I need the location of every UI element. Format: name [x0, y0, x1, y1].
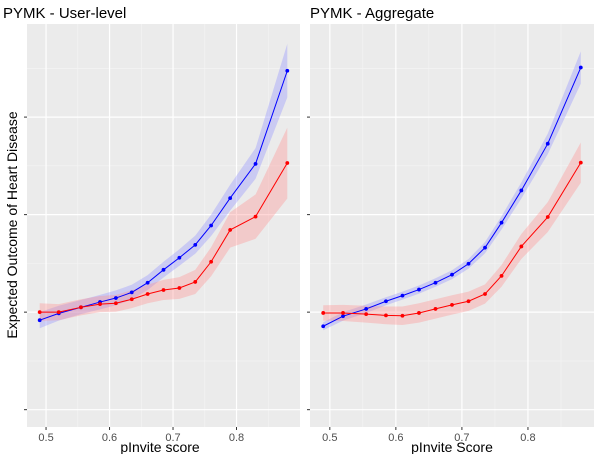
data-point	[209, 259, 214, 264]
data-point	[113, 296, 118, 300]
data-point	[450, 302, 454, 307]
data-point	[341, 314, 345, 319]
data-point	[321, 324, 326, 329]
data-point	[177, 286, 182, 290]
data-point	[433, 307, 438, 311]
panel-background	[310, 24, 594, 427]
series-line	[323, 162, 582, 317]
data-point	[177, 255, 182, 260]
x-axis-title: pInvite Score	[411, 439, 493, 454]
panel-user-level: 0.5 0.6 0.7 0.8 PYMK - User-level pInvite sco…	[3, 5, 300, 455]
data-point	[417, 287, 421, 292]
x-tick-label: 0.7	[165, 432, 180, 444]
data-point	[519, 244, 524, 249]
confidence-band	[323, 142, 581, 326]
x-axis-title: pInvite score	[120, 439, 200, 454]
data-point	[545, 215, 550, 219]
y-axis-title: Expected Outcome of Heart Disease	[4, 111, 20, 338]
data-point	[417, 311, 421, 315]
data-point	[364, 312, 369, 317]
data-point	[79, 305, 83, 310]
x-tick-label: 0.8	[229, 432, 244, 444]
data-point	[98, 302, 102, 306]
data-point	[193, 242, 198, 247]
data-point	[499, 220, 504, 225]
data-point	[253, 214, 258, 219]
data-point	[450, 272, 454, 277]
data-point	[253, 161, 258, 166]
data-point	[578, 160, 583, 165]
data-point	[384, 299, 388, 304]
data-point	[400, 313, 405, 318]
data-point	[113, 301, 118, 306]
data-point	[161, 288, 166, 292]
data-point	[37, 318, 42, 323]
data-point	[56, 310, 61, 315]
data-point	[364, 307, 369, 311]
data-point	[209, 223, 214, 228]
data-point	[129, 290, 134, 295]
data-point	[228, 196, 233, 200]
panel-title: PYMK - User-level	[3, 5, 126, 22]
data-point	[519, 188, 524, 193]
data-point	[384, 313, 388, 318]
panel-title: PYMK - Aggregate	[310, 5, 434, 22]
x-tick-label: 0.7	[454, 432, 469, 444]
data-point	[483, 245, 487, 250]
data-point	[545, 141, 550, 146]
panel-background	[27, 24, 300, 427]
data-point	[499, 273, 504, 278]
data-point	[145, 292, 150, 296]
x-tick-label: 0.6	[102, 432, 117, 444]
x-tick-label: 0.6	[388, 432, 403, 444]
data-point	[285, 68, 290, 73]
x-tick-label: 0.5	[38, 432, 53, 444]
series-line	[322, 67, 582, 327]
data-point	[466, 261, 471, 266]
data-point	[228, 228, 233, 232]
data-point	[161, 267, 166, 272]
x-tick-label: 0.8	[520, 432, 535, 444]
data-point	[341, 311, 345, 315]
panel-aggregate: 0.5 0.6 0.7 0.8 PYMK - Aggregate pInvite Scor…	[307, 5, 594, 455]
data-point	[285, 161, 290, 165]
data-point	[321, 311, 326, 315]
data-point	[193, 280, 198, 284]
series-line	[39, 162, 288, 313]
confidence-band	[39, 127, 288, 322]
x-tick-label: 0.5	[322, 432, 337, 444]
data-point	[483, 292, 487, 296]
data-point	[129, 297, 134, 302]
data-point	[37, 310, 42, 315]
data-point	[466, 299, 471, 304]
data-point	[400, 293, 405, 298]
data-point	[578, 65, 583, 70]
data-point	[433, 280, 438, 285]
data-point	[145, 280, 150, 285]
